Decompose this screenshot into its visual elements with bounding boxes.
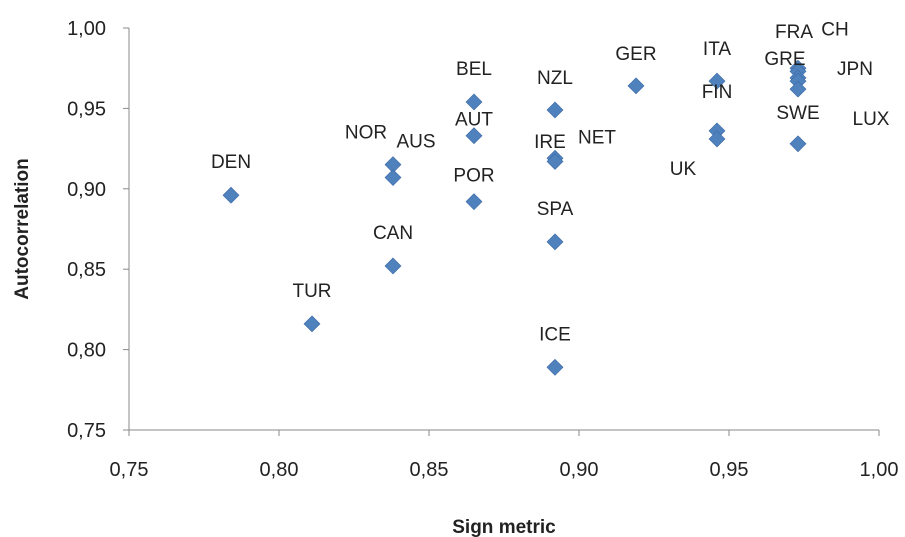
data-point-ice <box>546 358 564 376</box>
point-label-fra: FRA <box>775 22 813 43</box>
point-label-ire: IRE <box>534 132 566 153</box>
point-label-nzl: NZL <box>537 68 573 89</box>
data-points <box>222 59 807 376</box>
point-label-gre: GRE <box>764 49 805 70</box>
point-label-net: NET <box>578 127 616 148</box>
y-tick-label: 0,95 <box>67 98 106 120</box>
data-point-can <box>384 257 402 275</box>
point-label-tur: TUR <box>292 281 331 302</box>
data-point-aus <box>384 169 402 186</box>
data-point-swe <box>789 135 807 153</box>
point-label-aut: AUT <box>455 110 493 131</box>
data-point-net <box>546 153 564 170</box>
x-tick-label: 0,95 <box>710 459 749 481</box>
point-label-nor: NOR <box>345 123 387 144</box>
point-labels: DEN TUR NOR AUS CAN BEL AUT POR NZL IRE NET SPA ICE G… <box>211 19 890 345</box>
data-point-ger <box>627 77 645 95</box>
x-tick-label: 1,00 <box>860 459 899 481</box>
point-label-ice: ICE <box>539 324 571 345</box>
point-label-uk: UK <box>670 159 697 180</box>
y-tick-label: 0,75 <box>67 420 106 442</box>
point-label-fin: FIN <box>702 82 733 103</box>
point-label-swe: SWE <box>776 103 819 124</box>
data-point-tur <box>303 315 321 333</box>
point-label-ch: CH <box>821 19 848 40</box>
x-axis-title: Sign metric <box>452 517 556 537</box>
data-point-lux <box>789 80 807 98</box>
x-tick-labels: 0,75 0,80 0,85 0,90 0,95 1,00 <box>110 430 899 481</box>
data-point-uk <box>708 130 726 148</box>
point-label-por: POR <box>453 166 494 187</box>
point-label-den: DEN <box>211 152 251 173</box>
data-point-por <box>465 193 483 211</box>
x-tick-label: 0,75 <box>110 459 149 481</box>
point-label-ger: GER <box>615 44 656 65</box>
y-tick-label: 0,90 <box>67 179 106 201</box>
y-tick-label: 0,80 <box>67 340 106 362</box>
data-point-den <box>222 186 240 204</box>
point-label-spa: SPA <box>537 199 574 220</box>
data-point-aut <box>465 127 483 145</box>
data-point-nzl <box>546 101 564 119</box>
y-tick-labels: 0,75 0,80 0,85 0,90 0,95 1,00 <box>67 18 129 442</box>
point-label-jpn: JPN <box>837 59 873 80</box>
x-tick-label: 0,85 <box>410 459 449 481</box>
point-label-bel: BEL <box>456 59 492 80</box>
point-label-aus: AUS <box>396 132 435 153</box>
data-point-ita <box>708 72 726 90</box>
point-label-can: CAN <box>373 223 413 244</box>
point-label-lux: LUX <box>853 109 890 130</box>
y-axis-title: Autocorrelation <box>12 158 33 299</box>
data-point-bel <box>465 93 483 111</box>
y-tick-label: 0,85 <box>67 259 106 281</box>
data-point-spa <box>546 233 564 251</box>
point-label-ita: ITA <box>703 39 731 60</box>
y-tick-label: 1,00 <box>67 18 106 40</box>
x-tick-label: 0,80 <box>260 459 299 481</box>
x-tick-label: 0,90 <box>560 459 599 481</box>
